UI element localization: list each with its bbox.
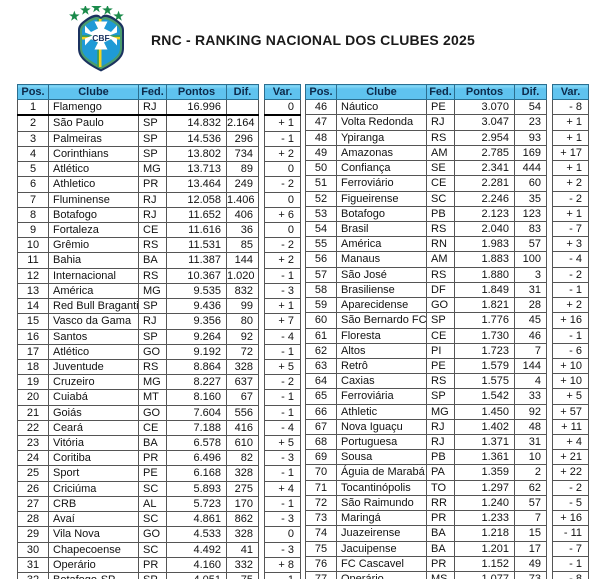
- svg-text:CBF: CBF: [92, 33, 109, 43]
